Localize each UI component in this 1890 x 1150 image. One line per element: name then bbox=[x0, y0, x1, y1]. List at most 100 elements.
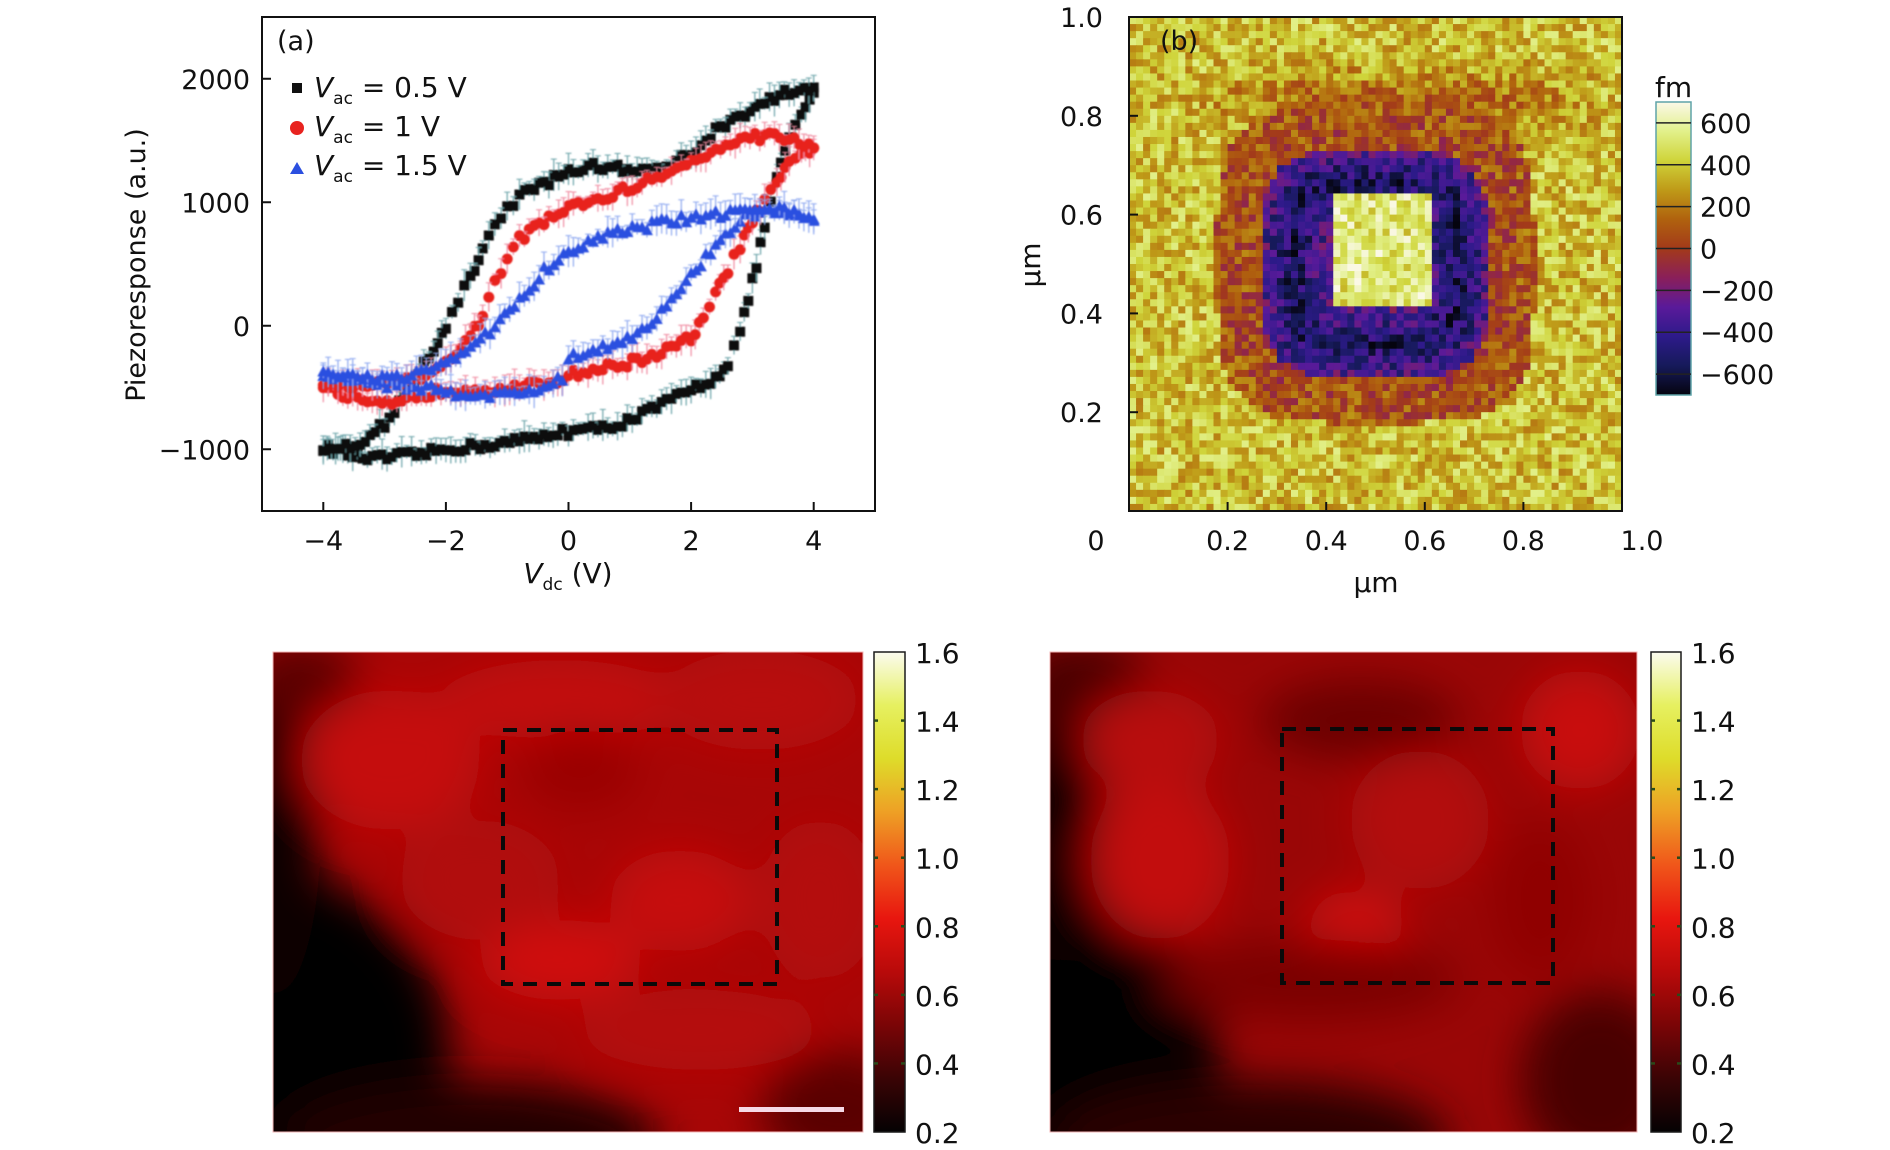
heatmap-cell bbox=[1305, 179, 1313, 187]
heatmap-cell bbox=[1326, 235, 1334, 244]
heatmap-cell bbox=[1565, 221, 1574, 230]
heatmap-cell bbox=[1255, 151, 1264, 159]
heatmap-cell bbox=[1417, 80, 1426, 89]
heatmap-cell bbox=[1403, 24, 1412, 32]
heatmap-cell bbox=[1488, 327, 1496, 336]
x-tick-label: −4 bbox=[303, 526, 343, 557]
heatmap-cell bbox=[1333, 327, 1341, 336]
heatmap-cell bbox=[1417, 214, 1426, 223]
heatmap-cell bbox=[1551, 228, 1560, 237]
heatmap-cell bbox=[1171, 38, 1179, 46]
heatmap-cell bbox=[1368, 115, 1377, 124]
heatmap-cell bbox=[1178, 186, 1186, 195]
heatmap-cell bbox=[1403, 249, 1412, 258]
heatmap-cell bbox=[1157, 200, 1165, 209]
heatmap-cell bbox=[1326, 221, 1334, 230]
heatmap-cell bbox=[1431, 52, 1440, 60]
heatmap-cell bbox=[1424, 66, 1433, 75]
heatmap-cell bbox=[1178, 306, 1186, 314]
heatmap-cell bbox=[1157, 129, 1165, 138]
heatmap-cell bbox=[1474, 108, 1482, 117]
heatmap-cell bbox=[1389, 80, 1398, 89]
heatmap-cell bbox=[1312, 24, 1320, 32]
heatmap-cell bbox=[1185, 17, 1193, 25]
heatmap-cell bbox=[1368, 256, 1377, 265]
heatmap-cell bbox=[1227, 115, 1236, 124]
heatmap-cell bbox=[1488, 66, 1496, 75]
heatmap-cell bbox=[1410, 292, 1419, 300]
heatmap-cell bbox=[1558, 52, 1567, 60]
heatmap-cell bbox=[1129, 228, 1137, 237]
heatmap-cell bbox=[1481, 122, 1489, 131]
heatmap-cell bbox=[1530, 221, 1539, 230]
heatmap-cell bbox=[1530, 271, 1539, 279]
heatmap-cell bbox=[1255, 306, 1264, 314]
heatmap-cell bbox=[1614, 320, 1622, 329]
heatmap-cell bbox=[1467, 264, 1475, 272]
heatmap-cell bbox=[1375, 235, 1384, 244]
heatmap-cell bbox=[1361, 207, 1370, 216]
heatmap-cell bbox=[1474, 24, 1482, 32]
heatmap-cell bbox=[1565, 17, 1574, 25]
heatmap-cell bbox=[1199, 52, 1208, 60]
heatmap-cell bbox=[1431, 306, 1440, 314]
heatmap-cell bbox=[1565, 264, 1574, 272]
heatmap-cell bbox=[1248, 214, 1257, 223]
data-point bbox=[759, 222, 770, 233]
heatmap-cell bbox=[1298, 31, 1306, 39]
heatmap-cell bbox=[1417, 66, 1426, 75]
heatmap-cell bbox=[1558, 144, 1567, 152]
heatmap-cell bbox=[1614, 144, 1622, 152]
heatmap-cell bbox=[1290, 38, 1299, 46]
heatmap-cell bbox=[1150, 66, 1158, 75]
heatmap-cell bbox=[1234, 151, 1243, 159]
heatmap-cell bbox=[1340, 101, 1348, 110]
heatmap-cell bbox=[1361, 151, 1370, 159]
heatmap-cell bbox=[1262, 108, 1271, 117]
heatmap-cell bbox=[1319, 313, 1327, 322]
heatmap-cell bbox=[1333, 249, 1341, 258]
heatmap-cell bbox=[1467, 320, 1475, 329]
heatmap-cell bbox=[1255, 193, 1264, 202]
heatmap-cell bbox=[1347, 313, 1355, 322]
legend-item-2: Vac = 1.5 V bbox=[290, 149, 467, 187]
heatmap-cell bbox=[1537, 45, 1546, 53]
heatmap-cell bbox=[1206, 108, 1215, 117]
heatmap-cell bbox=[1452, 200, 1461, 209]
heatmap-cell bbox=[1403, 186, 1412, 195]
heatmap-cell bbox=[1227, 24, 1236, 32]
data-point bbox=[632, 414, 643, 425]
heatmap-cell bbox=[1417, 101, 1426, 110]
heatmap-cell bbox=[1607, 144, 1616, 152]
heatmap-cell bbox=[1396, 320, 1405, 329]
heatmap-cell bbox=[1516, 101, 1524, 110]
heatmap-cell bbox=[1452, 80, 1461, 89]
heatmap-cell bbox=[1143, 242, 1151, 251]
heatmap-cell bbox=[1502, 256, 1510, 265]
heatmap-cell bbox=[1199, 108, 1208, 117]
heatmap-cell bbox=[1516, 186, 1524, 195]
heatmap-cell bbox=[1143, 87, 1151, 96]
heatmap-cell bbox=[1206, 242, 1215, 251]
heatmap-cell bbox=[1283, 80, 1292, 89]
heatmap-cell bbox=[1495, 249, 1503, 258]
heatmap-cell bbox=[1326, 327, 1334, 336]
heatmap-cell bbox=[1579, 129, 1588, 138]
y-tick-label: 1000 bbox=[181, 188, 250, 219]
heatmap-cell bbox=[1586, 306, 1595, 314]
heatmap-cell bbox=[1424, 200, 1433, 209]
heatmap-cell bbox=[1206, 45, 1215, 53]
data-point bbox=[483, 291, 495, 303]
heatmap-cell bbox=[1509, 292, 1517, 300]
heatmap-cell bbox=[1593, 207, 1602, 216]
heatmap-cell bbox=[1276, 80, 1285, 89]
heatmap-cell bbox=[1305, 186, 1313, 195]
heatmap-cell bbox=[1424, 52, 1433, 60]
heatmap-cell bbox=[1445, 299, 1454, 307]
heatmap-cell bbox=[1213, 327, 1222, 336]
heatmap-cell bbox=[1551, 151, 1560, 159]
heatmap-cell bbox=[1382, 38, 1391, 46]
heatmap-cell bbox=[1283, 172, 1292, 180]
heatmap-cell bbox=[1171, 271, 1179, 279]
heatmap-cell bbox=[1361, 115, 1370, 124]
